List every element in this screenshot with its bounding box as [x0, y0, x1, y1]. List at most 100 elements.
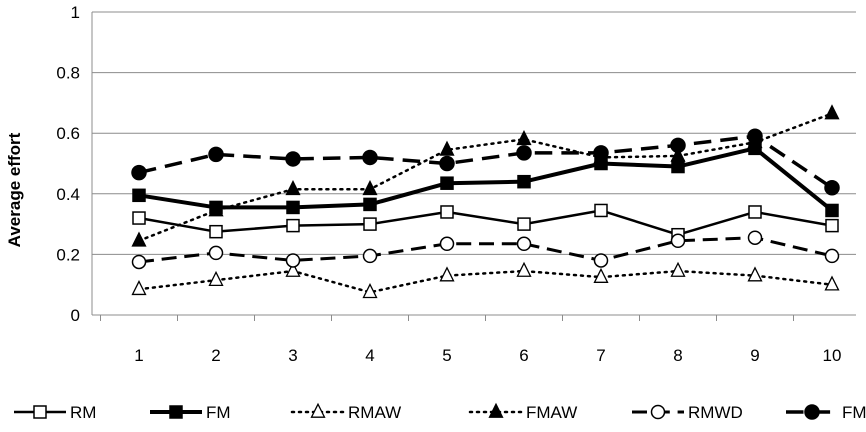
data-point-fm: [825, 203, 839, 218]
series-fmws: [131, 128, 840, 196]
series-fmaw: [131, 104, 840, 247]
data-point-fmws: [747, 128, 763, 144]
legend-item-rm: RM: [14, 403, 96, 422]
legend-label-rm: RM: [70, 403, 96, 422]
data-point-rmaw: [285, 261, 301, 277]
data-point-fmws: [439, 155, 455, 172]
x-tick-label: 9: [750, 346, 759, 365]
legend-marker-fmaw: [488, 402, 504, 418]
data-point-rmaw: [824, 275, 840, 291]
series-line-fm: [138, 146, 834, 213]
gridlines: [92, 11, 856, 316]
data-point-rm: [594, 203, 608, 218]
data-point-rmaw: [439, 266, 455, 282]
x-tick-label: 5: [442, 346, 451, 365]
data-point-fmaw: [824, 104, 840, 120]
data-point-fmaw: [516, 130, 532, 146]
data-point-rm: [825, 218, 839, 233]
legend-marker-fm: [169, 405, 183, 419]
data-point-fm: [671, 159, 685, 174]
data-point-rmaw: [670, 261, 686, 277]
data-point-fm: [517, 174, 531, 189]
y-tick-label: 0.2: [56, 245, 80, 264]
series-rm: [132, 203, 839, 242]
series-line-fmws: [138, 134, 833, 190]
y-tick-label: 0.4: [56, 185, 80, 204]
data-point-fmws: [362, 149, 378, 166]
data-point-rm: [209, 224, 223, 239]
x-tick-label: 1: [134, 346, 143, 365]
series-line-fmaw: [137, 112, 834, 243]
legend-marker-fmws: [804, 404, 820, 420]
legend-item-fm: FM: [150, 403, 231, 422]
series-rmaw: [131, 261, 840, 299]
data-point-fm: [132, 188, 146, 203]
data-point-rm: [363, 217, 377, 231]
data-point-rmaw: [747, 266, 763, 282]
y-tick-label: 0.8: [56, 64, 80, 83]
data-point-rmaw: [516, 261, 532, 277]
series-line-rm: [138, 209, 833, 236]
data-point-rmwd: [362, 248, 378, 264]
axes: 0 0.2 0.4 0.6 0.8 1 1 2 3 4 5 6 7 8 9 10: [56, 3, 842, 365]
data-point-fmws: [670, 137, 686, 154]
data-point-rmaw: [131, 279, 147, 296]
data-point-fm: [363, 197, 377, 212]
legend-item-rmaw: RMAW: [290, 402, 401, 422]
data-point-rmwd: [747, 230, 763, 245]
x-tick-label: 3: [288, 346, 297, 365]
data-point-rm: [132, 211, 146, 225]
legend-label-fmaw: FMAW: [526, 403, 577, 422]
y-tick-label: 0.6: [56, 124, 80, 143]
data-point-fm: [286, 200, 300, 215]
data-point-rmaw: [208, 270, 224, 287]
legend-item-fmws: FMWS: [786, 403, 866, 422]
data-point-fmaw: [285, 180, 301, 196]
legend-marker-rm: [33, 405, 47, 419]
legend-item-rmwd: RMWD: [632, 403, 743, 422]
x-tick-label: 7: [596, 346, 605, 365]
legend-marker-rmaw: [310, 402, 326, 418]
data-point-rmaw: [593, 267, 609, 283]
data-point-rm: [517, 217, 531, 231]
data-point-fmws: [593, 145, 609, 161]
data-point-fmaw: [439, 140, 455, 156]
data-point-fmaw: [131, 231, 147, 247]
legend: RM FM RMAW FMAW RMWD FMWS: [14, 402, 866, 422]
data-point-rmwd: [670, 233, 686, 249]
x-tick-label: 4: [365, 346, 374, 365]
data-point-fm: [440, 176, 454, 190]
legend-label-rmaw: RMAW: [348, 403, 401, 422]
data-point-rmwd: [439, 236, 455, 252]
series: [131, 104, 840, 299]
data-point-fmws: [208, 146, 224, 163]
data-point-fmws: [131, 164, 147, 181]
y-tick-label: 1: [71, 3, 80, 22]
data-point-fmws: [824, 179, 840, 196]
legend-label-rmwd: RMWD: [688, 403, 743, 422]
data-point-fmaw: [670, 146, 686, 162]
data-point-rmwd: [131, 254, 147, 270]
data-point-rm: [286, 218, 300, 233]
x-tick-label: 6: [519, 346, 528, 365]
data-point-rmwd: [824, 248, 840, 264]
x-tick-label: 10: [823, 346, 842, 365]
data-point-fmws: [516, 145, 532, 161]
x-tick-label: 2: [211, 346, 220, 365]
data-point-fmaw: [208, 201, 224, 217]
data-point-rmwd: [516, 236, 532, 252]
x-tick-label: 8: [673, 346, 682, 365]
series-line-rmaw: [137, 269, 834, 294]
legend-label-fm: FM: [206, 403, 231, 422]
data-point-rmaw: [362, 283, 378, 299]
y-axis-title: Average effort: [5, 132, 24, 247]
data-point-rmwd: [208, 245, 224, 261]
legend-marker-rmwd: [650, 404, 666, 420]
data-point-rmwd: [285, 253, 301, 268]
series-rmwd: [131, 230, 840, 270]
data-point-rmwd: [593, 253, 609, 268]
data-point-rm: [748, 205, 762, 219]
data-point-rm: [440, 205, 454, 219]
legend-item-fmaw: FMAW: [468, 402, 577, 422]
